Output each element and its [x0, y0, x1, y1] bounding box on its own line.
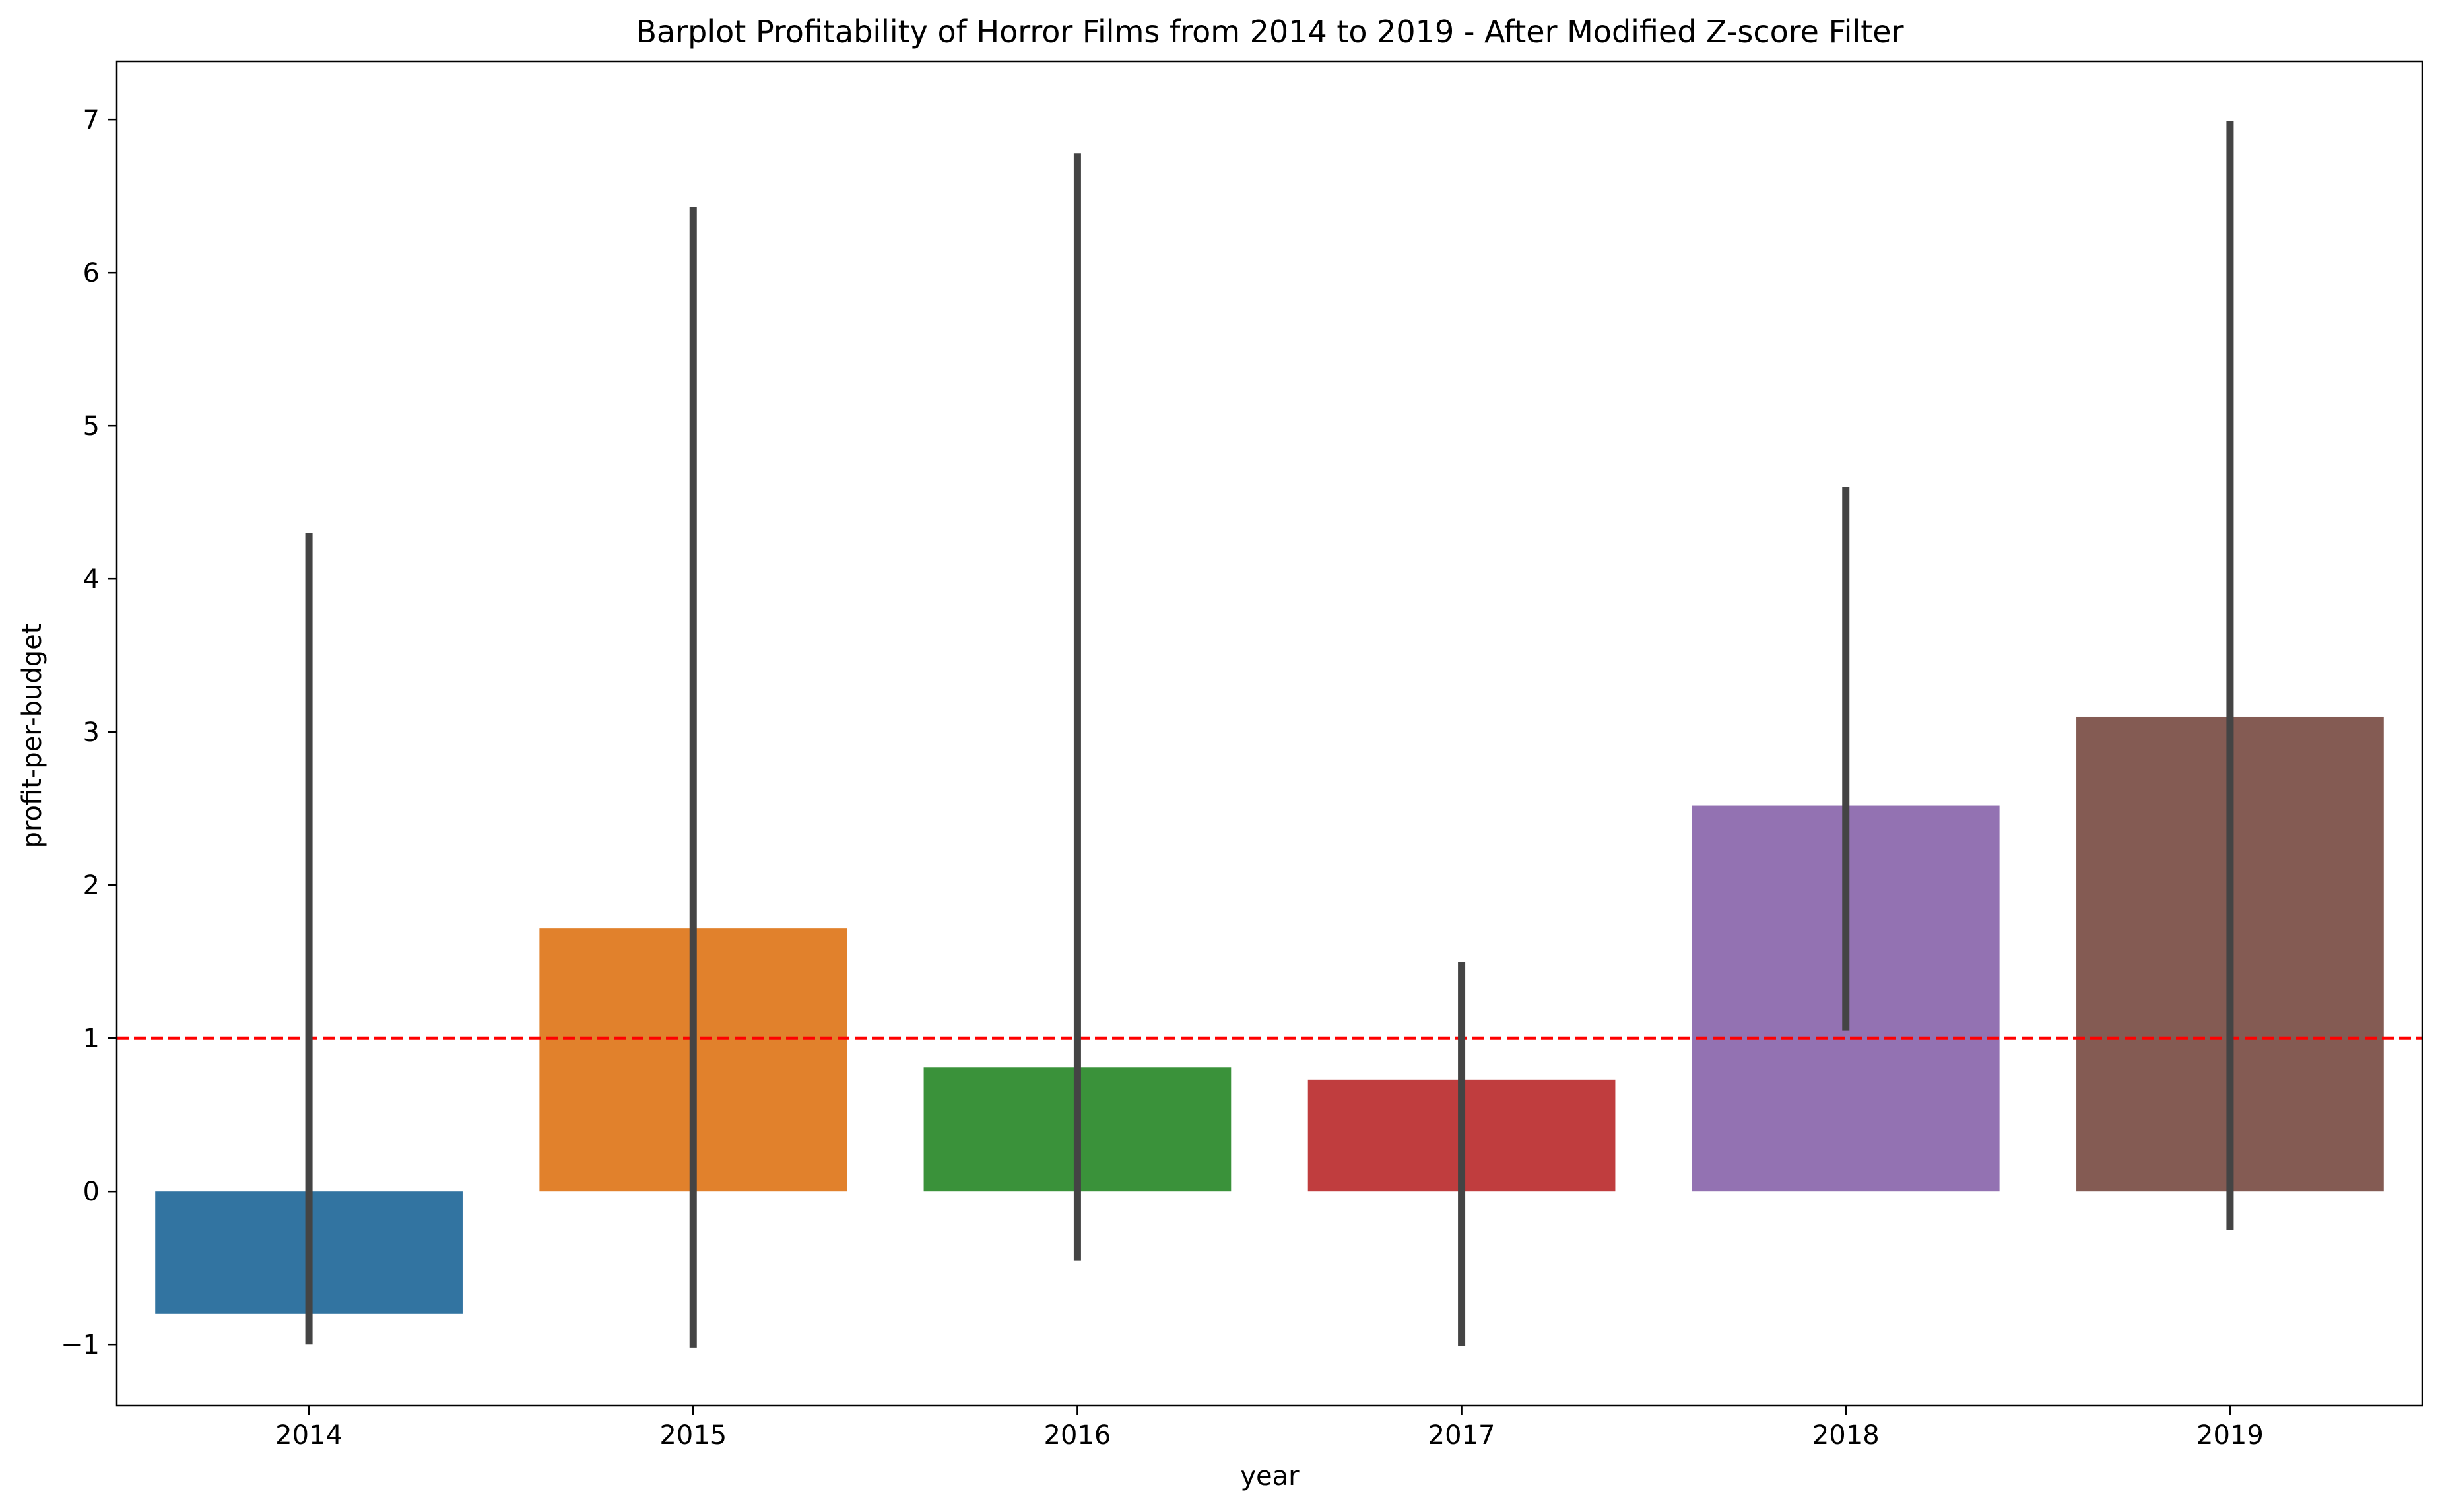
x-tick-label: 2017	[1428, 1420, 1496, 1451]
y-tick-label: 2	[83, 871, 100, 901]
y-tick-label: 6	[83, 258, 100, 288]
axes	[115, 60, 2423, 1407]
error-bars-layer	[305, 121, 2234, 1348]
plot-frame	[115, 60, 2423, 1407]
y-tick-label: 4	[83, 564, 100, 595]
y-axis-ticks: −1 0 1 2 3 4 5 6 7	[61, 105, 117, 1360]
x-tick-label: 2014	[275, 1420, 343, 1451]
y-tick-label: 3	[83, 717, 100, 748]
x-axis-ticks: 2014 2015 2016 2017 2018 2019	[275, 1406, 2264, 1451]
y-tick-label: 5	[83, 411, 100, 442]
x-tick-label: 2018	[1812, 1420, 1880, 1451]
y-tick-label: 7	[83, 105, 100, 135]
bars-layer	[155, 716, 2384, 1314]
x-axis-label: year	[1240, 1461, 1300, 1492]
y-axis-label: profit-per-budget	[17, 624, 48, 849]
x-tick-label: 2019	[2196, 1420, 2264, 1451]
x-tick-label: 2015	[659, 1420, 727, 1451]
y-tick-label: 1	[83, 1024, 100, 1054]
chart-title: Barplot Profitability of Horror Films fr…	[636, 14, 1904, 49]
y-tick-label: 0	[83, 1177, 100, 1207]
y-tick-label: −1	[61, 1330, 100, 1360]
x-tick-label: 2016	[1044, 1420, 1111, 1451]
